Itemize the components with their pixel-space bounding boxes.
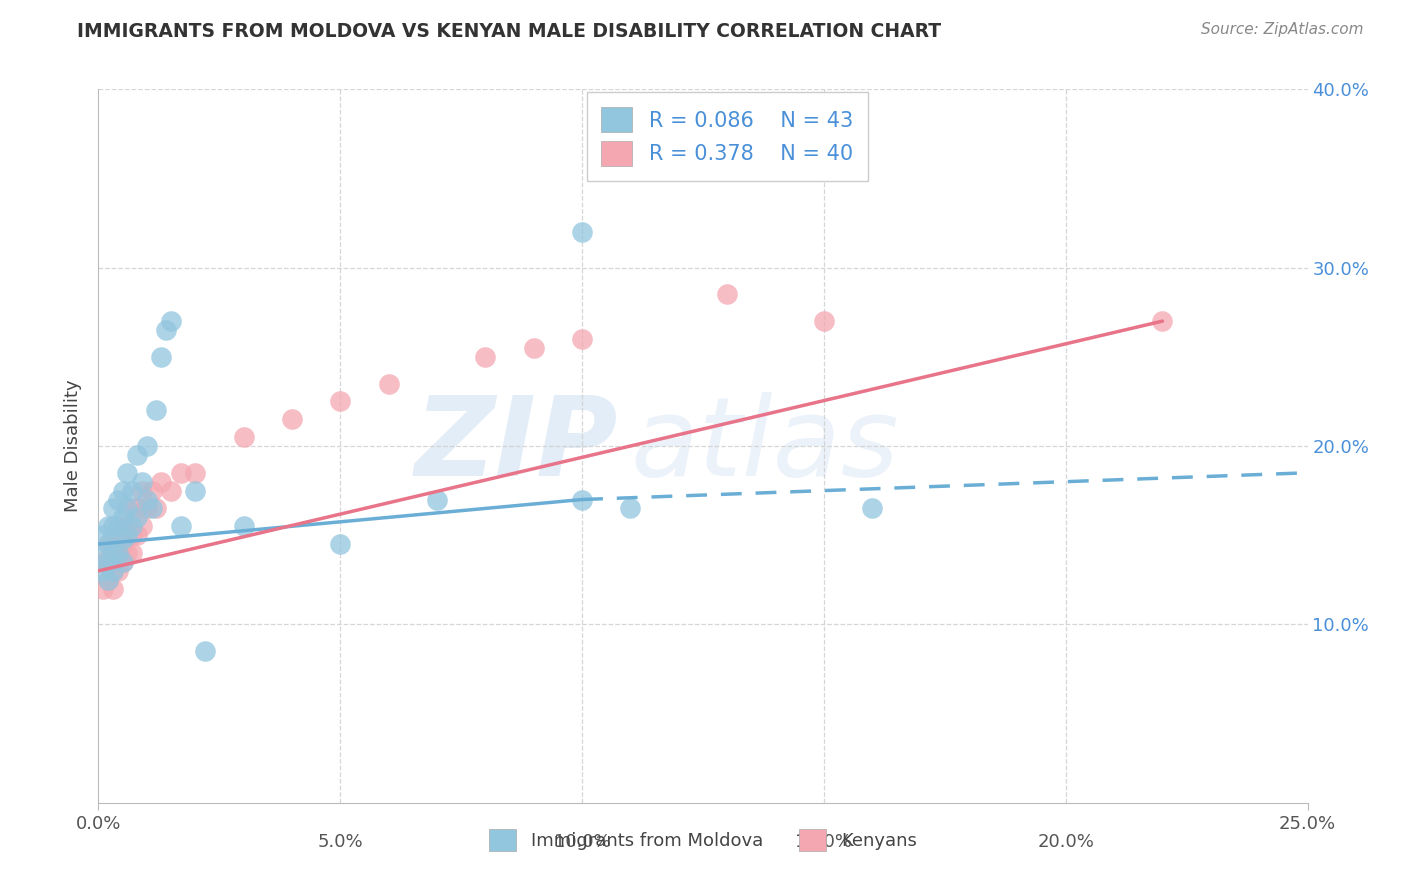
Point: [184, 466, 207, 480]
Point: [111, 532, 134, 546]
Point: [91, 582, 114, 596]
Point: [141, 501, 163, 516]
Point: [141, 483, 163, 498]
Point: [111, 519, 134, 533]
Point: [101, 564, 124, 578]
Point: [111, 537, 134, 551]
Point: [107, 492, 129, 507]
Point: [194, 644, 217, 658]
Text: atlas: atlas: [630, 392, 898, 500]
Point: [377, 376, 399, 391]
Text: 5.0%: 5.0%: [318, 833, 363, 851]
Point: [111, 555, 134, 569]
Point: [111, 483, 134, 498]
Point: [135, 501, 157, 516]
Point: [127, 510, 149, 524]
Point: [232, 430, 254, 444]
Point: [97, 519, 120, 533]
Text: Source: ZipAtlas.com: Source: ZipAtlas.com: [1201, 22, 1364, 37]
Point: [117, 501, 139, 516]
Point: [107, 546, 129, 560]
Point: [117, 528, 139, 542]
Point: [860, 501, 883, 516]
Point: [150, 350, 173, 364]
Point: [135, 492, 157, 507]
Point: [111, 555, 134, 569]
Point: [97, 537, 120, 551]
Point: [145, 403, 167, 417]
Y-axis label: Male Disability: Male Disability: [63, 380, 82, 512]
Point: [619, 501, 641, 516]
Point: [232, 519, 254, 533]
Point: [97, 555, 120, 569]
Point: [145, 501, 167, 516]
Point: [101, 582, 124, 596]
Point: [107, 546, 129, 560]
Point: [127, 501, 149, 516]
Point: [329, 537, 352, 551]
Point: [91, 546, 114, 560]
Point: [155, 323, 177, 337]
Point: [107, 528, 129, 542]
Point: [97, 555, 120, 569]
Point: [160, 314, 183, 328]
Point: [97, 573, 120, 587]
Point: [571, 332, 593, 346]
Point: [523, 341, 546, 355]
Point: [169, 519, 191, 533]
Point: [426, 492, 449, 507]
Point: [97, 573, 120, 587]
Text: 20.0%: 20.0%: [1038, 833, 1094, 851]
Point: [150, 475, 173, 489]
Point: [91, 528, 114, 542]
Point: [101, 564, 124, 578]
Point: [117, 546, 139, 560]
Point: [474, 350, 496, 364]
Point: [135, 439, 157, 453]
Text: 10.0%: 10.0%: [554, 833, 610, 851]
Point: [184, 483, 207, 498]
Point: [813, 314, 835, 328]
Point: [101, 501, 124, 516]
Point: [121, 501, 143, 516]
Text: IMMIGRANTS FROM MOLDOVA VS KENYAN MALE DISABILITY CORRELATION CHART: IMMIGRANTS FROM MOLDOVA VS KENYAN MALE D…: [77, 22, 942, 41]
Point: [127, 528, 149, 542]
Point: [121, 519, 143, 533]
Point: [117, 519, 139, 533]
Point: [121, 528, 143, 542]
Point: [571, 492, 593, 507]
Point: [107, 564, 129, 578]
Point: [716, 287, 738, 301]
Point: [131, 519, 153, 533]
Point: [101, 546, 124, 560]
Point: [111, 510, 134, 524]
Point: [121, 483, 143, 498]
Text: 15.0%: 15.0%: [796, 833, 852, 851]
Point: [169, 466, 191, 480]
Point: [131, 483, 153, 498]
Point: [91, 555, 114, 569]
Point: [107, 519, 129, 533]
Point: [281, 412, 304, 426]
Point: [91, 564, 114, 578]
Point: [101, 519, 124, 533]
Legend: Immigrants from Moldova, Kenyans: Immigrants from Moldova, Kenyans: [482, 822, 924, 858]
Point: [97, 537, 120, 551]
Point: [329, 394, 352, 409]
Point: [101, 546, 124, 560]
Point: [127, 448, 149, 462]
Point: [160, 483, 183, 498]
Point: [1152, 314, 1174, 328]
Point: [121, 546, 143, 560]
Point: [571, 225, 593, 239]
Point: [131, 475, 153, 489]
Text: ZIP: ZIP: [415, 392, 619, 500]
Point: [117, 466, 139, 480]
